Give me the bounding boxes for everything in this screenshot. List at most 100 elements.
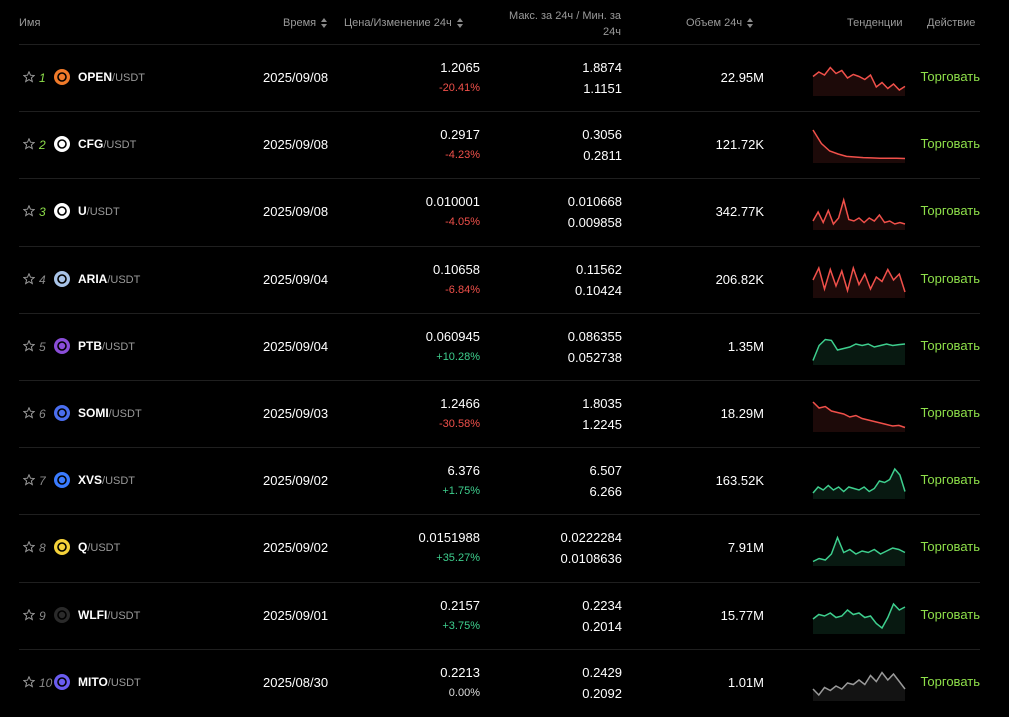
- pair-name[interactable]: PTB/USDT: [78, 339, 135, 353]
- pair-name[interactable]: XVS/USDT: [78, 473, 135, 487]
- sparkline-area: [813, 200, 905, 231]
- trend-sparkline: [812, 264, 906, 298]
- volume-24h: 18.29M: [720, 406, 764, 421]
- favorite-star-icon[interactable]: [23, 138, 35, 150]
- sparkline-area: [813, 339, 905, 365]
- low-24h: 0.2092: [582, 685, 622, 701]
- pair-quote: /USDT: [107, 609, 141, 622]
- trade-button[interactable]: Торговать: [920, 337, 980, 353]
- sparkline-line: [812, 338, 906, 361]
- table-row[interactable]: 7 XVS/USDT 2025/09/02 6.376 +1.75% 6.507 6.266…: [19, 447, 980, 515]
- change-24h: -4.05%: [445, 216, 480, 229]
- rank-number: 1: [39, 71, 46, 85]
- trade-button[interactable]: Торговать: [920, 539, 980, 555]
- favorite-star-icon[interactable]: [23, 71, 35, 83]
- listing-date: 2025/09/03: [263, 406, 329, 421]
- change-24h: -6.84%: [445, 283, 480, 296]
- change-24h: -4.23%: [445, 149, 480, 162]
- pair-quote: /USDT: [102, 475, 136, 488]
- volume-24h: 22.95M: [720, 70, 764, 85]
- table-row[interactable]: 10 MITO/USDT 2025/08/30 0.2213 0.00% 0.2429 0.…: [19, 648, 980, 717]
- listing-date: 2025/09/08: [263, 137, 329, 153]
- header-high-low-line1: Макс. за 24ч / Мин. за: [509, 10, 621, 22]
- header-name: Имя: [19, 17, 41, 29]
- high-24h: 1.8035: [582, 396, 622, 411]
- header-action: Действие: [927, 17, 976, 29]
- header-price-change[interactable]: Цена/Изменение 24ч: [344, 15, 464, 31]
- sparkline-line: [812, 66, 906, 91]
- volume-24h: 1.01M: [727, 674, 764, 690]
- favorite-star-icon[interactable]: [23, 339, 35, 352]
- last-price: 1.2065: [440, 60, 480, 75]
- favorite-star-icon[interactable]: [23, 272, 35, 285]
- cfg-logo-icon: [53, 135, 71, 153]
- trade-button[interactable]: Торговать: [920, 673, 980, 689]
- high-24h: 0.010668: [567, 194, 622, 210]
- favorite-star-icon[interactable]: [23, 474, 35, 486]
- sort-icon[interactable]: [746, 17, 754, 29]
- rank-number: 6: [39, 407, 46, 421]
- pair-quote: /USDT: [103, 139, 137, 152]
- last-price: 0.010001: [425, 194, 480, 210]
- pair-name[interactable]: Q/USDT: [78, 540, 120, 554]
- pair-base: MITO: [78, 674, 108, 689]
- pair-base: U: [78, 204, 87, 219]
- pair-name[interactable]: CFG/USDT: [78, 137, 136, 151]
- sort-icon[interactable]: [320, 17, 328, 29]
- header-time[interactable]: Время: [283, 15, 328, 31]
- trade-button[interactable]: Торговать: [920, 606, 980, 622]
- favorite-star-icon[interactable]: [23, 407, 35, 419]
- sparkline-line: [812, 129, 906, 160]
- listing-date: 2025/09/04: [263, 271, 329, 287]
- header-volume[interactable]: Объем 24ч: [686, 15, 754, 31]
- last-price: 0.2213: [440, 664, 480, 680]
- last-price: 0.0151988: [418, 530, 480, 546]
- pair-name[interactable]: SOMI/USDT: [78, 406, 142, 420]
- favorite-star-icon[interactable]: [23, 608, 35, 621]
- table-row[interactable]: 2 CFG/USDT 2025/09/08 0.2917 -4.23% 0.3056 0.2…: [19, 111, 980, 179]
- trade-button[interactable]: Торговать: [920, 405, 980, 420]
- volume-24h: 15.77M: [720, 607, 764, 623]
- table-row[interactable]: 5 PTB/USDT 2025/09/04 0.060945 +10.28% 0.0863…: [19, 312, 980, 381]
- trade-button[interactable]: Торговать: [920, 69, 980, 84]
- table-row[interactable]: 9 WLFI/USDT 2025/09/01 0.2157 +3.75% 0.2234 0.…: [19, 581, 980, 650]
- trade-button[interactable]: Торговать: [920, 203, 980, 219]
- sparkline-area: [813, 130, 905, 164]
- trade-button[interactable]: Торговать: [920, 472, 980, 488]
- sort-icon[interactable]: [456, 17, 464, 29]
- change-24h: -30.58%: [439, 418, 480, 430]
- change-24h: -20.41%: [439, 82, 480, 94]
- pair-name[interactable]: MITO/USDT: [78, 675, 141, 689]
- high-24h: 0.086355: [567, 328, 622, 344]
- pair-name[interactable]: WLFI/USDT: [78, 608, 140, 622]
- sparkline-line: [812, 535, 906, 563]
- pair-name[interactable]: U/USDT: [78, 204, 120, 218]
- header-trends: Тенденции: [847, 17, 903, 29]
- favorite-star-icon[interactable]: [23, 205, 35, 218]
- favorite-star-icon[interactable]: [23, 541, 35, 554]
- trade-button[interactable]: Торговать: [920, 270, 980, 286]
- pair-base: SOMI: [78, 406, 109, 420]
- listing-date: 2025/09/08: [263, 70, 329, 85]
- pair-name[interactable]: ARIA/USDT: [78, 272, 140, 286]
- table-row[interactable]: 4 ARIA/USDT 2025/09/04 0.10658 -6.84% 0.11562…: [19, 245, 980, 314]
- change-24h: +35.27%: [436, 552, 480, 565]
- table-row[interactable]: 3 U/USDT 2025/09/08 0.010001 -4.05% 0.010668 0…: [19, 178, 980, 246]
- listing-date: 2025/09/08: [263, 204, 329, 220]
- table-row[interactable]: 1 OPEN/USDT 2025/09/08 1.2065 -20.41% 1.8874 1…: [19, 44, 980, 112]
- table-row[interactable]: 6 SOMI/USDT 2025/09/03 1.2466 -30.58% 1.8035 1…: [19, 380, 980, 448]
- high-24h: 0.2234: [582, 597, 622, 613]
- change-24h: +3.75%: [442, 619, 480, 632]
- favorite-star-icon[interactable]: [23, 675, 35, 688]
- pair-name[interactable]: OPEN/USDT: [78, 70, 145, 84]
- rank-number: 10: [39, 675, 53, 690]
- trade-button[interactable]: Торговать: [920, 136, 980, 152]
- table-row[interactable]: 8 Q/USDT 2025/09/02 0.0151988 +35.27% 0.02222…: [19, 514, 980, 582]
- trend-sparkline: [812, 129, 906, 164]
- pair-base: XVS: [78, 473, 103, 488]
- xvs-logo-icon: [53, 471, 71, 489]
- trend-sparkline: [812, 467, 906, 500]
- low-24h: 0.0108636: [560, 551, 622, 567]
- wlfi-logo-icon: [53, 606, 71, 624]
